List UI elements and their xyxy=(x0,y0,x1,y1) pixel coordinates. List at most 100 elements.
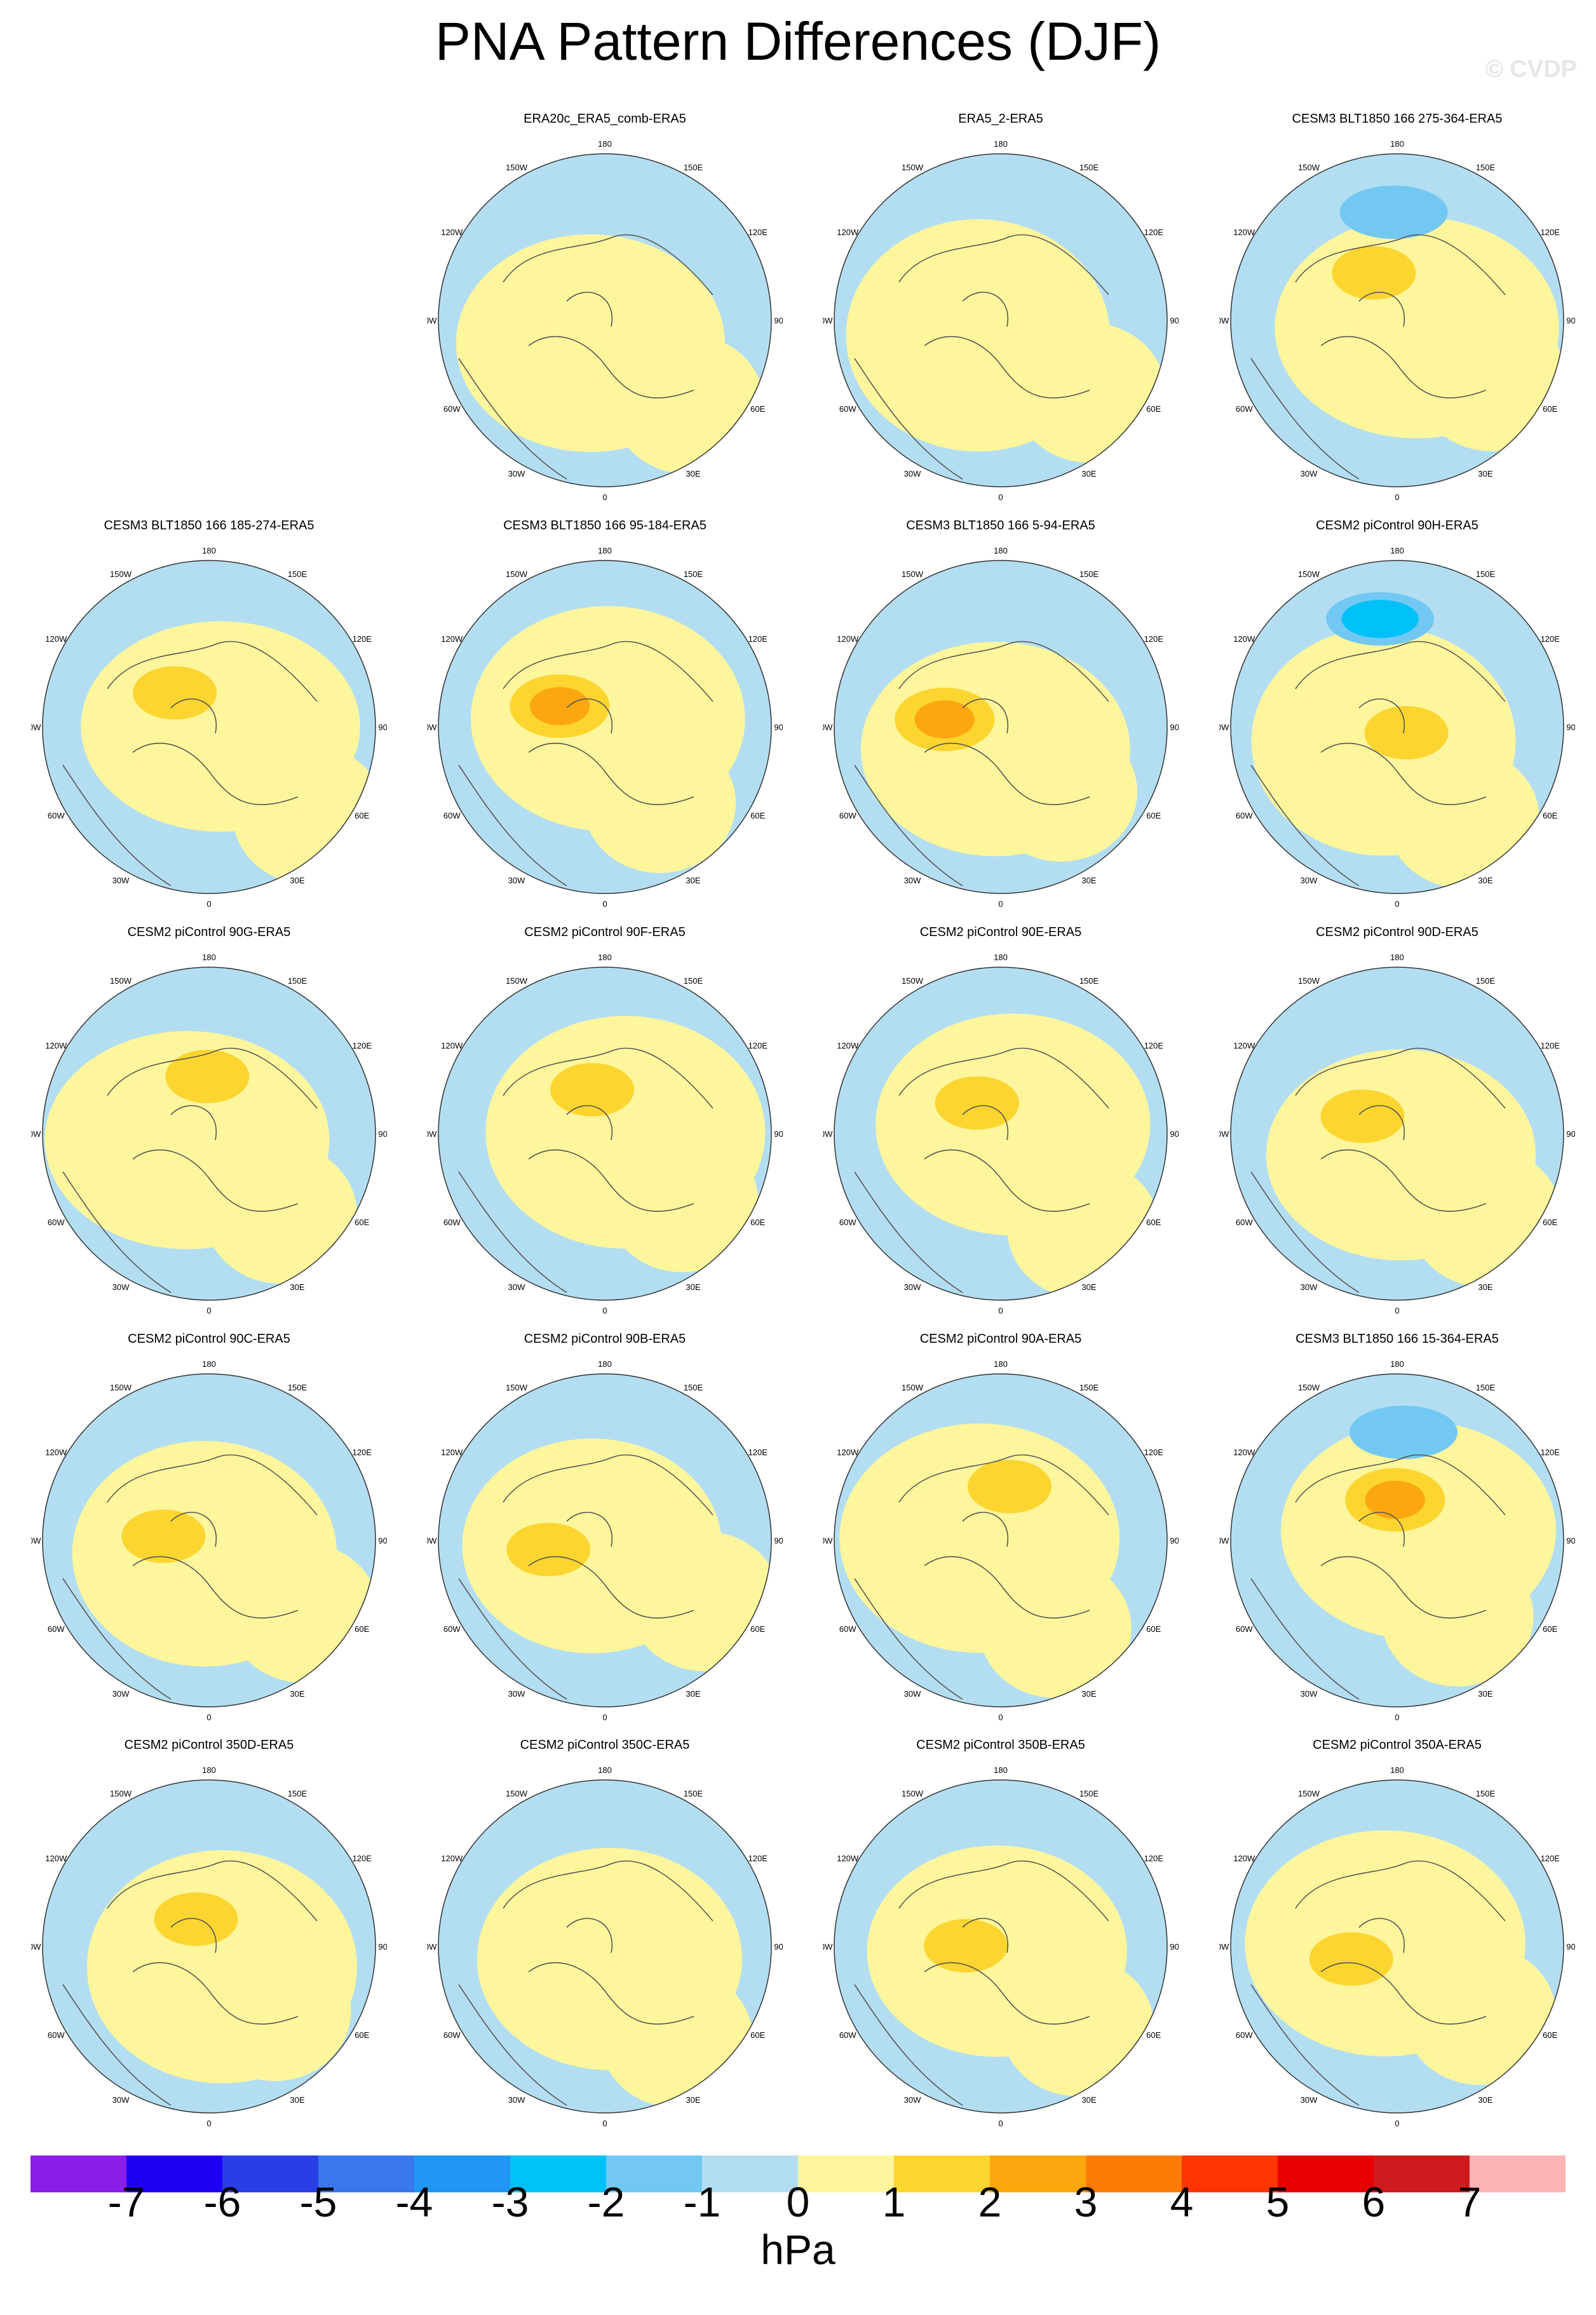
longitude-label: 180 xyxy=(1390,139,1404,149)
coastline xyxy=(854,1454,1109,1700)
panel-title: CESM2 piControl 90E-ERA5 xyxy=(919,925,1082,939)
longitude-label: 120W xyxy=(441,634,463,644)
contour-fill-positive xyxy=(583,733,736,873)
longitude-label: 150W xyxy=(902,1789,924,1798)
longitude-label: 60E xyxy=(355,1624,369,1634)
colorbar-swatch xyxy=(414,2155,510,2192)
longitude-label: 30W xyxy=(508,1689,525,1699)
longitude-label: 150W xyxy=(506,1789,528,1798)
longitude-label: 150W xyxy=(1298,569,1320,579)
longitude-label: 90E xyxy=(378,723,387,732)
map-border xyxy=(42,1373,376,1707)
longitude-label: 30E xyxy=(1478,876,1492,885)
contour-fill-positive xyxy=(628,1531,771,1671)
longitude-label: 30E xyxy=(1478,469,1492,479)
longitude-label: 120W xyxy=(837,634,859,644)
longitude-label: 120W xyxy=(45,634,67,644)
longitude-label: 30W xyxy=(112,2095,130,2105)
contour-fill-level-1 xyxy=(165,1049,250,1103)
colorbar-swatch xyxy=(702,2155,798,2192)
polar-map: 180 150E 120E 90E 60E 30E 0 30W 60W 90W 120W 150W xyxy=(823,1359,1179,1722)
longitude-label: 60E xyxy=(1146,1218,1161,1227)
contour-fill-level-2 xyxy=(1365,1481,1425,1519)
longitude-label: 150E xyxy=(1079,163,1099,172)
panel-title: CESM2 piControl 90G-ERA5 xyxy=(127,925,291,939)
longitude-label: 30E xyxy=(686,876,700,885)
longitude-label: 60E xyxy=(750,2030,765,2040)
contour-fill-level-neg-1 xyxy=(1339,186,1448,239)
longitude-label: 180 xyxy=(202,1765,216,1775)
colorbar-tick-label: 5 xyxy=(1266,2178,1290,2225)
longitude-label: 180 xyxy=(1390,1359,1404,1369)
contour-fill-level-2 xyxy=(529,687,590,726)
longitude-label: 120W xyxy=(441,1041,463,1050)
colorbar-swatch xyxy=(510,2155,606,2192)
longitude-label: 60W xyxy=(443,811,461,820)
longitude-label: 180 xyxy=(994,546,1008,555)
longitude-label: 60E xyxy=(1543,2030,1557,2040)
longitude-label: 120E xyxy=(748,1854,768,1863)
polar-map: 180 150E 120E 90E 60E 30E 0 30W 60W 90W 120W 150W xyxy=(427,953,783,1315)
longitude-label: 30W xyxy=(904,1282,921,1292)
longitude-label: 120E xyxy=(1541,227,1560,237)
longitude-label: 90E xyxy=(378,1129,387,1139)
longitude-label: 0 xyxy=(602,1306,607,1315)
map-panel: CESM2 piControl 90B-ERA5 180 150E 120E 90E 60… xyxy=(427,1331,783,1737)
colorbar-swatch xyxy=(606,2155,702,2192)
contour-fill-level-1 xyxy=(924,1918,1008,1972)
longitude-label: 60E xyxy=(355,1218,369,1227)
polar-map: 180 150E 120E 90E 60E 30E 0 30W 60W 90W 120W 150W xyxy=(823,1765,1179,2128)
map-border xyxy=(834,967,1168,1301)
colorbar-swatch xyxy=(1470,2155,1566,2192)
longitude-label: 0 xyxy=(602,492,607,502)
longitude-label: 120W xyxy=(837,1854,859,1863)
longitude-label: 150W xyxy=(902,569,924,579)
longitude-label: 90W xyxy=(1219,316,1229,325)
longitude-label: 30E xyxy=(1081,2095,1096,2105)
colorbar-tick-label: -7 xyxy=(107,2178,145,2225)
longitude-label: 120E xyxy=(1541,1854,1560,1863)
map-panel: CESM3 BLT1850 166 275-364-ERA5 180 150E 120… xyxy=(1219,111,1575,517)
longitude-label: 120W xyxy=(837,227,859,237)
polar-map: 180 150E 120E 90E 60E 30E 0 30W 60W 90W 120W 150W xyxy=(823,546,1179,909)
longitude-label: 180 xyxy=(994,953,1008,962)
longitude-label: 120E xyxy=(1144,1854,1164,1863)
longitude-label: 90E xyxy=(1566,1942,1575,1952)
contour-fill-positive xyxy=(1001,1956,1154,2096)
coastline xyxy=(1250,234,1506,480)
longitude-label: 150W xyxy=(506,976,528,986)
longitude-label: 90E xyxy=(1566,723,1575,732)
polar-map: 180 150E 120E 90E 60E 30E 0 30W 60W 90W 120W 150W xyxy=(31,1765,387,2128)
longitude-label: 30E xyxy=(1478,1689,1492,1699)
longitude-label: 60E xyxy=(750,1218,765,1227)
longitude-label: 90W xyxy=(823,1129,833,1139)
longitude-label: 90E xyxy=(1170,1129,1179,1139)
polar-map: 180 150E 120E 90E 60E 30E 0 30W 60W 90W 120W 150W xyxy=(31,953,387,1315)
longitude-label: 120E xyxy=(1144,634,1164,644)
longitude-label: 90W xyxy=(427,316,437,325)
contour-fill-level-1 xyxy=(967,1460,1052,1514)
cvdp-watermark: © CVDP xyxy=(1485,56,1577,83)
map-border xyxy=(1230,153,1564,487)
polar-map: 180 150E 120E 90E 60E 30E 0 30W 60W 90W 120W 150W xyxy=(1219,139,1575,502)
longitude-label: 60E xyxy=(1146,404,1161,414)
polar-map: 180 150E 120E 90E 60E 30E 0 30W 60W 90W 120W 150W xyxy=(1219,1765,1575,2128)
longitude-label: 30E xyxy=(1081,1689,1096,1699)
longitude-label: 120E xyxy=(748,634,768,644)
longitude-label: 30W xyxy=(904,2095,921,2105)
contour-fill-level-1 xyxy=(935,1076,1019,1130)
longitude-label: 180 xyxy=(994,139,1008,149)
longitude-label: 90W xyxy=(1219,1129,1229,1139)
map-border xyxy=(1230,1373,1564,1707)
longitude-label: 60W xyxy=(1236,1218,1253,1227)
longitude-label: 150W xyxy=(1298,163,1320,172)
map-border xyxy=(42,1779,376,2114)
longitude-label: 120E xyxy=(1144,227,1164,237)
coastline xyxy=(854,641,1109,886)
map-border xyxy=(42,560,376,894)
longitude-label: 90E xyxy=(774,723,783,732)
longitude-label: 30W xyxy=(112,1689,130,1699)
longitude-label: 120W xyxy=(441,1448,463,1457)
coastline xyxy=(62,1047,318,1293)
colorbar-tick-label: -6 xyxy=(203,2178,241,2225)
